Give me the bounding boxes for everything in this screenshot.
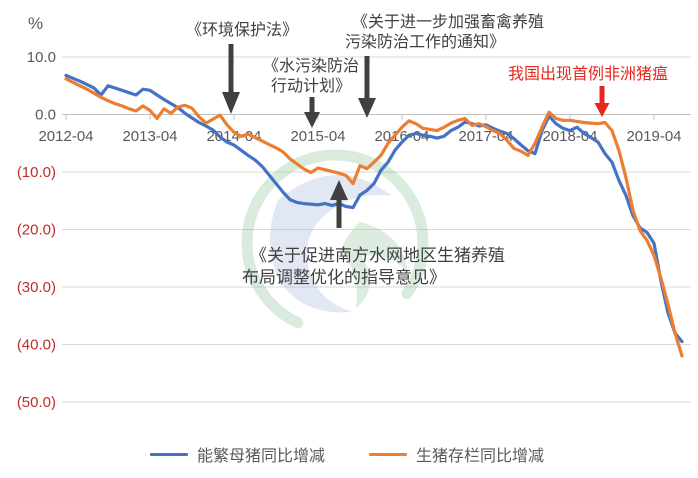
- y-axis-unit-label: %: [28, 14, 43, 33]
- annotations: 《环境保护法》《水污染防治行动计划》《关于进一步加强畜禽养殖污染防治工作的通知》…: [186, 13, 668, 287]
- series-line-sow-inventory: [64, 73, 684, 344]
- annotation-environmental-protection-law: 《环境保护法》: [186, 20, 298, 114]
- y-tick-label: (50.0): [17, 394, 56, 411]
- x-tick-label: 2013-04: [122, 128, 177, 145]
- annotation-text-southern-water-network-guidance: 布局调整优化的指导意见》: [242, 268, 446, 287]
- annotation-first-african-swine-fever-case: 我国出现首例非洲猪瘟: [508, 65, 668, 117]
- annotation-arrow-environmental-protection-law: [222, 44, 240, 114]
- legend-line-sample-orange: [369, 452, 408, 456]
- annotation-text-first-african-swine-fever-case: 我国出现首例非洲猪瘟: [508, 65, 668, 83]
- x-tick-label: 2014-04: [206, 128, 261, 145]
- x-tick-label: 2012-04: [38, 128, 93, 145]
- y-tick-label: (30.0): [17, 279, 56, 296]
- legend-line-sample-blue: [150, 452, 188, 456]
- legend-label-sow-inventory: 能繁母猪同比增减: [197, 448, 326, 465]
- annotation-text-water-pollution-action-plan: 《水污染防治: [263, 57, 359, 75]
- data-series: [64, 73, 684, 358]
- annotation-text-water-pollution-action-plan: 行动计划》: [271, 77, 351, 95]
- gridlines: [62, 56, 691, 403]
- annotation-arrow-southern-water-network-guidance: [330, 180, 348, 228]
- annotation-text-environmental-protection-law: 《环境保护法》: [186, 20, 298, 39]
- annotation-arrow-first-african-swine-fever-case: [594, 86, 610, 117]
- legend-item-hog-inventory: 生猪存栏同比增减: [369, 442, 544, 466]
- watermark-logo: [241, 149, 429, 337]
- series-line-hog-inventory: [64, 77, 684, 358]
- y-tick-label: (10.0): [17, 164, 56, 181]
- annotation-text-livestock-pollution-notice: 污染防治工作的通知》: [345, 33, 505, 51]
- legend: 能繁母猪同比增减 生猪存栏同比增减: [150, 442, 544, 466]
- annotation-arrow-water-pollution-action-plan: [304, 97, 320, 128]
- y-tick-label: (40.0): [17, 337, 56, 354]
- annotation-text-livestock-pollution-notice: 《关于进一步加强畜禽养殖: [352, 13, 544, 31]
- x-tick-label: 2015-04: [290, 128, 345, 145]
- y-tick-label: 10.0: [27, 49, 56, 66]
- legend-item-sow-inventory: 能繁母猪同比增减: [150, 442, 325, 466]
- y-tick-label: (20.0): [17, 222, 56, 239]
- legend-label-hog-inventory: 生猪存栏同比增减: [416, 448, 545, 465]
- annotation-text-southern-water-network-guidance: 《关于促进南方水网地区生猪养殖: [250, 246, 505, 265]
- x-tick-label: 2019-04: [626, 128, 681, 145]
- annotation-arrow-livestock-pollution-notice: [358, 56, 376, 118]
- y-tick-label: 0.0: [35, 107, 56, 124]
- axis-labels: 10.0 0.0 (10.0) (20.0) (30.0) (40.0) (50.0) 201…: [17, 49, 682, 411]
